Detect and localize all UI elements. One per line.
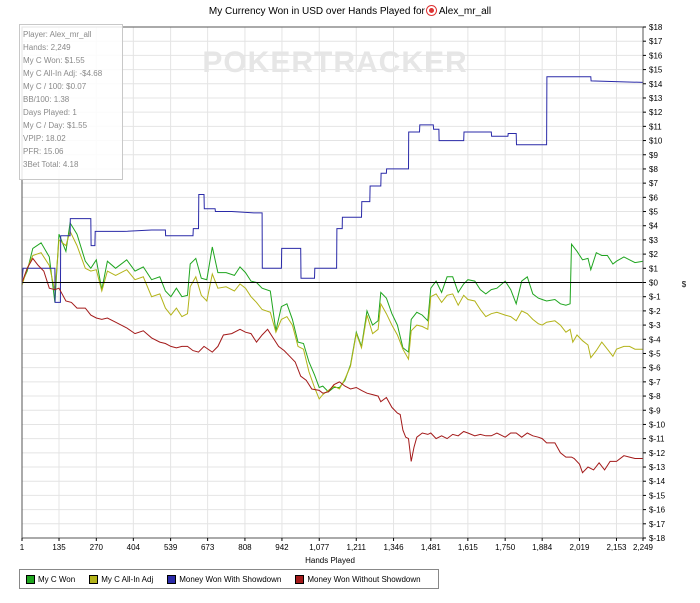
- y-tick-label: $-1: [649, 293, 661, 302]
- y-tick-label: $11: [649, 122, 662, 131]
- series-group: [21, 76, 644, 474]
- y-tick-label: $12: [649, 108, 663, 117]
- stat-line: Player: Alex_mr_all: [23, 30, 92, 39]
- y-tick-label: $17: [649, 37, 663, 46]
- series-line-my-c-all-in-adj: [21, 230, 643, 400]
- y-tick-label: $2: [649, 250, 658, 259]
- y-tick-label: $-12: [649, 449, 666, 458]
- x-tick-label: 2,153: [606, 543, 627, 552]
- series-line-money-won-with-showdown: [21, 76, 644, 303]
- stat-line: My C Won: $1.55: [23, 56, 85, 65]
- stat-line: My C / 100: $0.07: [23, 82, 87, 91]
- x-tick-label: 942: [275, 543, 289, 552]
- x-tick-label: 270: [90, 543, 104, 552]
- legend-item: My C All-In Adj: [89, 574, 154, 584]
- y-tick-label: $13: [649, 94, 663, 103]
- y-tick-label: $-17: [649, 520, 666, 529]
- legend-swatch: [167, 574, 177, 584]
- stat-line: 3Bet Total: 4.18: [23, 160, 79, 169]
- x-tick-label: 1,750: [495, 543, 516, 552]
- x-tick-label: 404: [127, 543, 141, 552]
- y-tick-label: $-9: [649, 406, 661, 415]
- y-tick-label: $-16: [649, 506, 666, 515]
- x-tick-label: 808: [238, 543, 252, 552]
- poker-chip-icon: [426, 6, 436, 15]
- y-tick-label: $-10: [649, 420, 666, 429]
- y-tick-label: $15: [649, 66, 663, 75]
- x-axis-label: Hands Played: [305, 556, 355, 565]
- stat-line: BB/100: 1.38: [23, 95, 70, 104]
- y-tick-label: $-7: [649, 378, 661, 387]
- y-tick-label: $4: [649, 222, 658, 231]
- y-tick-label: $-13: [649, 463, 666, 472]
- legend-swatch: [295, 574, 305, 584]
- stat-line: My C / Day: $1.55: [23, 121, 88, 130]
- stat-line: PFR: 15.06: [23, 147, 64, 156]
- x-tick-label: 2,019: [569, 543, 590, 552]
- legend-item: Money Won With Showdown: [167, 574, 282, 584]
- x-axis: 1 135 270 404 539 673 808 942 1,077 1,211 1,346 1,4…: [20, 538, 654, 552]
- x-tick-label: 1,077: [309, 543, 330, 552]
- legend-label: My C Won: [38, 574, 76, 584]
- x-tick-label: 1,211: [347, 543, 367, 552]
- y-tick-label: $6: [649, 193, 658, 202]
- x-tick-label: 539: [164, 543, 178, 552]
- watermark: POKERTRACKER: [202, 46, 467, 79]
- stat-line: My C All-In Adj: -$4.68: [23, 69, 103, 78]
- stat-line: Hands: 2,249: [23, 43, 71, 52]
- y-axis-label: $: [682, 280, 687, 289]
- stat-line: VPIP: 18.02: [23, 134, 66, 143]
- y-tick-label: $-6: [649, 364, 661, 373]
- y-tick-label: $-2: [649, 307, 661, 316]
- y-tick-label: $18: [649, 23, 663, 32]
- x-tick-label: 1,615: [458, 543, 479, 552]
- y-axis: $18 $17 $16 $15 $14 $13 $12 $11 $10 $9 $8 $7 $6 $5 $4 $…: [643, 23, 666, 543]
- chart-title: My Currency Won in USD over Hands Played…: [0, 6, 700, 17]
- x-tick-label: 1,346: [384, 543, 405, 552]
- x-tick-label: 2,249: [633, 543, 654, 552]
- stats-box: Player: Alex_mr_all Hands: 2,249 My C Won:…: [19, 24, 123, 180]
- y-tick-label: $10: [649, 137, 663, 146]
- y-tick-label: $9: [649, 151, 658, 160]
- y-tick-label: $8: [649, 165, 658, 174]
- x-tick-label: 1,884: [532, 543, 553, 552]
- y-tick-label: $-3: [649, 321, 661, 330]
- series-line-money-won-without-showdown: [21, 257, 643, 474]
- x-tick-label: 1,481: [421, 543, 442, 552]
- legend-item: Money Won Without Showdown: [295, 574, 421, 584]
- y-tick-label: $5: [649, 208, 658, 217]
- y-tick-label: $0: [649, 279, 658, 288]
- y-tick-label: $1: [649, 264, 658, 273]
- y-tick-label: $-5: [649, 349, 661, 358]
- legend-label: Money Won Without Showdown: [307, 574, 421, 584]
- x-tick-label: 1: [20, 543, 25, 552]
- legend-item: My C Won: [26, 574, 76, 584]
- y-tick-label: $3: [649, 236, 658, 245]
- y-tick-label: $7: [649, 179, 658, 188]
- legend-swatch: [89, 574, 99, 584]
- y-tick-label: $16: [649, 51, 663, 60]
- stat-line: Days Played: 1: [23, 108, 77, 117]
- y-tick-label: $-8: [649, 392, 661, 401]
- chart-title-text: My Currency Won in USD over Hands Played…: [208, 6, 425, 17]
- legend-label: Money Won With Showdown: [179, 574, 282, 584]
- y-tick-label: $-18: [649, 534, 666, 543]
- y-tick-label: $-11: [649, 435, 665, 444]
- series-line-my-c-won: [21, 221, 644, 393]
- legend-label: My C All-In Adj: [101, 574, 154, 584]
- y-tick-label: $-15: [649, 491, 666, 500]
- chart-title-player: Alex_mr_all: [438, 6, 492, 17]
- y-tick-label: $-4: [649, 335, 661, 344]
- x-tick-label: 135: [52, 543, 66, 552]
- legend-swatch: [26, 574, 35, 584]
- x-tick-label: 673: [201, 543, 215, 552]
- legend: My C Won My C All-In Adj Money Won With Sh…: [19, 569, 439, 589]
- y-tick-label: $-14: [649, 477, 666, 486]
- y-tick-label: $14: [649, 80, 663, 89]
